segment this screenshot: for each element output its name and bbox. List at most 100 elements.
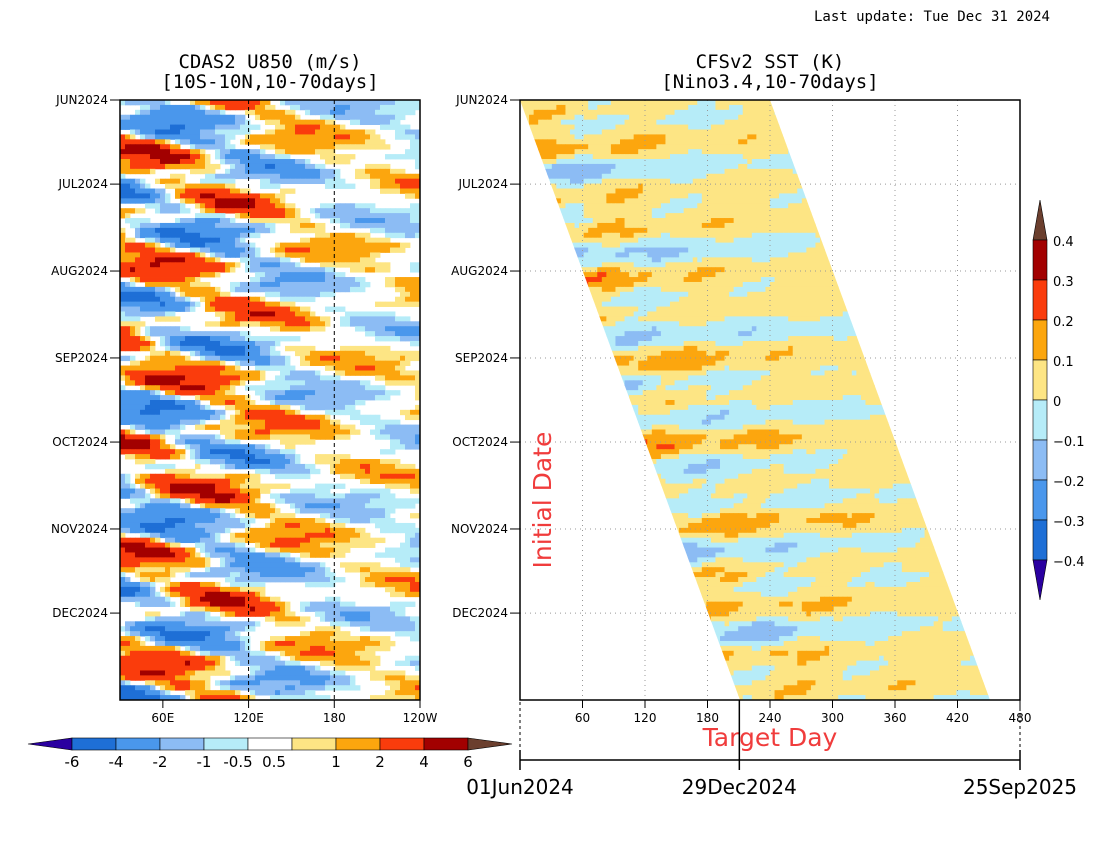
u850-cell xyxy=(230,193,236,199)
u850-cell xyxy=(395,232,401,239)
u850-cell xyxy=(380,124,386,130)
u850-cell xyxy=(145,596,151,603)
u850-cell xyxy=(150,340,156,347)
u850-cell xyxy=(205,596,211,603)
u850-cell xyxy=(290,488,296,494)
u850-cell xyxy=(270,198,276,204)
u850-cell xyxy=(265,365,271,371)
u850-cell xyxy=(250,139,256,145)
u850-cell xyxy=(225,159,231,165)
u850-cell xyxy=(155,380,161,386)
u850-cell xyxy=(150,296,156,303)
u850-cell xyxy=(245,493,251,499)
u850-cell xyxy=(210,272,216,278)
u850-cell xyxy=(225,208,231,214)
u850-cell xyxy=(280,252,286,258)
u850-cell xyxy=(270,454,276,460)
u850-cell xyxy=(250,345,256,352)
u850-cell xyxy=(330,281,336,288)
u850-cell xyxy=(165,385,171,391)
u850-cell xyxy=(235,203,241,209)
u850-cell xyxy=(360,473,366,480)
u850-cell xyxy=(145,611,151,617)
u850-cell xyxy=(215,163,221,170)
u850-cell xyxy=(285,390,291,396)
u850-cell xyxy=(235,508,241,514)
u850-cell xyxy=(210,478,216,485)
u850-cell xyxy=(220,493,226,499)
u850-cell xyxy=(300,100,306,106)
u850-cell xyxy=(395,586,401,593)
u850-cell xyxy=(125,149,131,155)
u850-cell xyxy=(315,281,321,288)
u850-cell xyxy=(210,365,216,371)
u850-cell xyxy=(340,213,346,219)
u850-cell xyxy=(335,537,341,544)
u850-cell xyxy=(350,267,356,273)
u850-cell xyxy=(135,262,141,268)
u850-cell xyxy=(215,409,221,416)
u850-cell xyxy=(120,596,126,603)
u850-cell xyxy=(380,350,386,357)
u850-cell xyxy=(375,114,381,121)
u850-cell xyxy=(390,429,396,435)
u850-cell xyxy=(165,463,171,470)
u850-cell xyxy=(150,577,156,583)
u850-cell xyxy=(285,203,291,209)
u850-cell xyxy=(335,542,341,548)
u850-cell xyxy=(270,527,276,534)
u850-cell xyxy=(355,390,361,396)
u850-cell xyxy=(375,326,381,332)
u850-cell xyxy=(315,572,321,578)
u850-cell xyxy=(245,572,251,578)
u850-cell xyxy=(365,562,371,568)
u850-cell xyxy=(185,380,191,386)
u850-cell xyxy=(305,527,311,534)
u850-cell xyxy=(315,395,321,401)
u850-cell xyxy=(175,281,181,288)
u850-cell xyxy=(240,459,246,465)
u850-cell xyxy=(245,400,251,406)
u850-cell xyxy=(310,429,316,435)
u850-cell xyxy=(285,483,291,489)
u850-cell xyxy=(185,232,191,239)
u850-cell xyxy=(330,203,336,209)
u850-cell xyxy=(295,163,301,170)
u850-cell xyxy=(250,218,256,224)
u850-cell xyxy=(370,119,376,125)
u850-cell xyxy=(235,311,241,317)
u850-cell xyxy=(260,404,266,411)
u850-cell xyxy=(245,321,251,327)
u850-cell xyxy=(190,286,196,293)
u850-cell xyxy=(260,277,266,283)
u850-cell xyxy=(140,267,146,273)
u850-cell xyxy=(220,159,226,165)
u850-cell xyxy=(175,203,181,209)
u850-cell xyxy=(390,227,396,234)
u850-cell xyxy=(180,631,186,637)
u850-cell xyxy=(360,508,366,514)
u850-cell xyxy=(325,365,331,371)
u850-cell xyxy=(405,621,411,627)
u850-cell xyxy=(385,616,391,622)
u850-cell xyxy=(185,581,191,588)
u850-cell xyxy=(125,449,131,455)
u850-cell xyxy=(160,488,166,494)
u850-cell xyxy=(315,547,321,553)
u850-cell xyxy=(405,537,411,544)
u850-cell xyxy=(175,163,181,170)
u850-cell xyxy=(195,434,201,440)
u850-cell xyxy=(120,188,126,194)
u850-cell xyxy=(150,134,156,140)
u850-cell xyxy=(300,385,306,391)
u850-cell xyxy=(335,601,341,607)
u850-cell xyxy=(335,375,341,381)
u850-cell xyxy=(385,218,391,224)
u850-cell xyxy=(170,522,176,529)
u850-cell xyxy=(125,355,131,362)
u850-cell xyxy=(305,237,311,244)
u850-cell xyxy=(390,124,396,130)
u850-cell xyxy=(190,336,196,342)
u850-cell xyxy=(275,522,281,529)
u850-cell xyxy=(320,522,326,529)
